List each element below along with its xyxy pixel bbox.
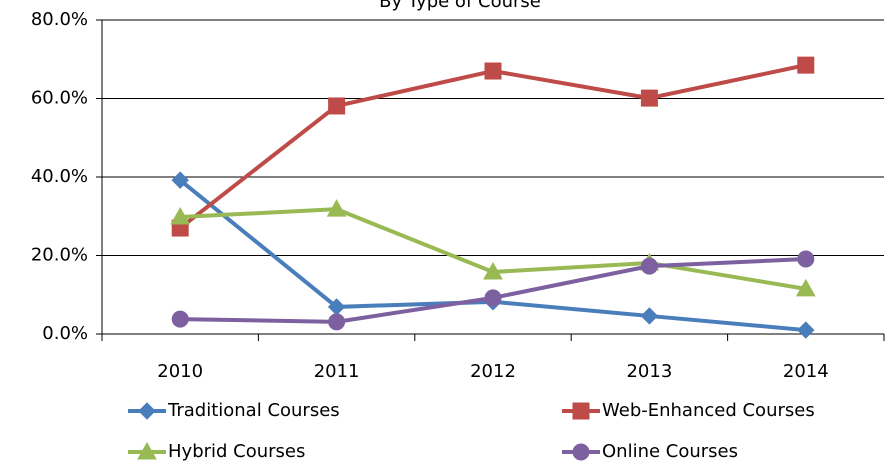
series-line [178,63,807,230]
y-tick-label: 20.0% [31,245,88,266]
legend-marker [138,402,156,420]
point [484,289,502,307]
x-tick-label: 2013 [626,361,672,382]
x-tick-label: 2010 [157,361,203,382]
point [797,250,815,268]
x-tick-label: 2012 [470,361,516,382]
legend-label: Online Courses [602,441,738,462]
y-tick-label: 60.0% [31,88,88,109]
x-tick-label: 2014 [783,361,829,382]
point [640,89,658,107]
legend-label: Traditional Courses [167,400,340,421]
point [797,56,815,74]
point [326,199,347,217]
legend-label: Hybrid Courses [168,441,305,462]
point [171,171,189,189]
chart-title: By Type of Course [379,0,541,12]
legend-marker [572,443,590,461]
point [640,257,658,275]
point [795,278,816,297]
point [483,261,503,280]
point [640,307,659,325]
legend-label: Web-Enhanced Courses [602,400,815,421]
point [484,62,502,80]
point [171,310,189,328]
x-tick-label: 2011 [314,361,360,382]
legend-marker [572,402,590,420]
point [797,321,815,339]
point [328,313,346,331]
y-tick-label: 40.0% [31,166,88,187]
point [328,97,346,115]
y-tick-label: 0.0% [42,323,88,344]
point [170,207,191,225]
legend-marker [137,441,157,460]
y-tick-label: 80.0% [31,9,88,30]
